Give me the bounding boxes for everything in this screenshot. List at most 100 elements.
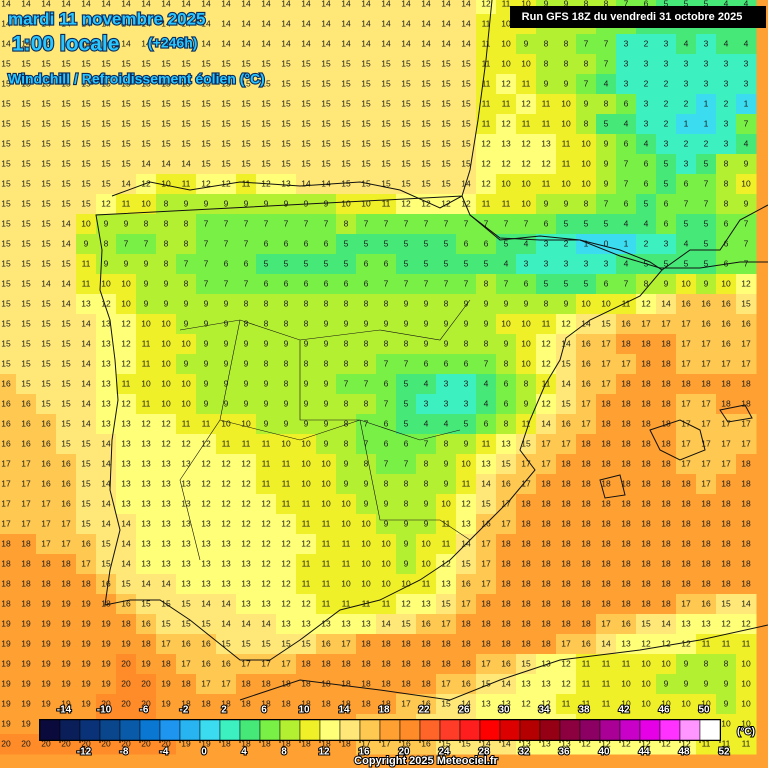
- colorbar-swatch: [379, 719, 401, 741]
- grid-value: 12: [541, 358, 551, 368]
- field-cell: [196, 94, 217, 115]
- field-cell: [696, 74, 717, 95]
- field-cell: [196, 314, 217, 335]
- grid-value: 15: [441, 78, 451, 88]
- field-cell: [596, 254, 617, 275]
- grid-value: 4: [684, 238, 689, 248]
- field-cell: [516, 54, 537, 75]
- grid-value: 11: [542, 118, 551, 128]
- grid-value: 15: [61, 438, 71, 448]
- field-cell: [276, 254, 297, 275]
- grid-value: 18: [61, 578, 71, 588]
- field-cell: [436, 674, 457, 695]
- grid-value: 12: [481, 0, 491, 8]
- grid-value: 10: [521, 358, 531, 368]
- grid-value: 12: [241, 478, 251, 488]
- grid-value: 17: [561, 638, 571, 648]
- grid-value: 10: [641, 678, 651, 688]
- grid-value: 15: [121, 578, 131, 588]
- grid-value: 7: [204, 278, 209, 288]
- field-cell: [36, 154, 57, 175]
- field-cell: [476, 634, 497, 655]
- grid-value: 4: [424, 378, 429, 388]
- grid-value: 15: [181, 138, 191, 148]
- grid-value: 5: [384, 238, 389, 248]
- grid-value: 16: [621, 618, 631, 628]
- grid-value: 10: [381, 578, 391, 588]
- grid-value: 15: [281, 78, 291, 88]
- field-cell: [116, 354, 137, 375]
- field-cell: [236, 474, 257, 495]
- field-cell: [696, 414, 717, 435]
- field-cell: [76, 134, 97, 155]
- grid-value: 14: [81, 378, 91, 388]
- field-cell: [136, 514, 157, 535]
- field-cell: [256, 454, 277, 475]
- grid-value: 7: [404, 358, 409, 368]
- field-cell: [496, 354, 517, 375]
- field-cell: [416, 254, 437, 275]
- grid-value: 12: [521, 158, 531, 168]
- field-cell: [496, 534, 517, 555]
- field-cell: [176, 454, 197, 475]
- field-cell: [336, 134, 357, 155]
- field-cell: [456, 74, 477, 95]
- field-cell: [716, 294, 737, 315]
- field-cell: [556, 374, 577, 395]
- grid-value: 13: [141, 438, 151, 448]
- grid-value: 7: [264, 218, 269, 228]
- field-cell: [376, 674, 397, 695]
- field-cell: [256, 514, 277, 535]
- field-cell: [216, 354, 237, 375]
- grid-value: 16: [721, 338, 731, 348]
- field-cell: [96, 614, 117, 635]
- field-cell: [596, 194, 617, 215]
- grid-value: 17: [481, 658, 491, 668]
- grid-value: 8: [444, 438, 449, 448]
- grid-value: 18: [341, 678, 351, 688]
- colorbar-label: 26: [458, 705, 470, 716]
- field-cell: [696, 114, 717, 135]
- grid-value: 5: [464, 258, 469, 268]
- field-cell: [296, 54, 317, 75]
- field-cell: [76, 674, 97, 695]
- grid-value: 18: [641, 378, 651, 388]
- field-cell: [576, 634, 597, 655]
- grid-value: 11: [342, 598, 351, 608]
- field-cell: [256, 494, 277, 515]
- field-cell: [356, 114, 377, 135]
- grid-value: 15: [1, 178, 11, 188]
- grid-value: 8: [424, 458, 429, 468]
- grid-value: 11: [522, 78, 531, 88]
- grid-value: 18: [541, 518, 551, 528]
- grid-value: 8: [164, 198, 169, 208]
- field-cell: [96, 294, 117, 315]
- field-cell: [256, 694, 277, 715]
- grid-value: 12: [281, 598, 291, 608]
- grid-value: 13: [241, 598, 251, 608]
- grid-value: 8: [464, 338, 469, 348]
- grid-value: 18: [541, 618, 551, 628]
- field-cell: [16, 694, 37, 715]
- grid-value: 19: [1, 658, 11, 668]
- grid-value: 9: [304, 398, 309, 408]
- grid-value: 8: [544, 298, 549, 308]
- grid-value: 10: [581, 298, 591, 308]
- grid-value: 20: [121, 698, 131, 708]
- grid-value: 18: [521, 558, 531, 568]
- field-cell: [536, 474, 557, 495]
- field-cell: [36, 474, 57, 495]
- grid-value: 15: [21, 338, 31, 348]
- field-cell: [496, 634, 517, 655]
- field-cell: [736, 74, 757, 95]
- field-cell: [496, 554, 517, 575]
- field-cell: [516, 434, 537, 455]
- grid-value: 18: [721, 398, 731, 408]
- grid-value: 10: [341, 578, 351, 588]
- grid-value: 8: [724, 658, 729, 668]
- grid-value: 7: [584, 78, 589, 88]
- field-cell: [0, 174, 17, 195]
- grid-value: 15: [121, 98, 131, 108]
- colorbar-label: 14: [338, 705, 350, 716]
- field-cell: [496, 474, 517, 495]
